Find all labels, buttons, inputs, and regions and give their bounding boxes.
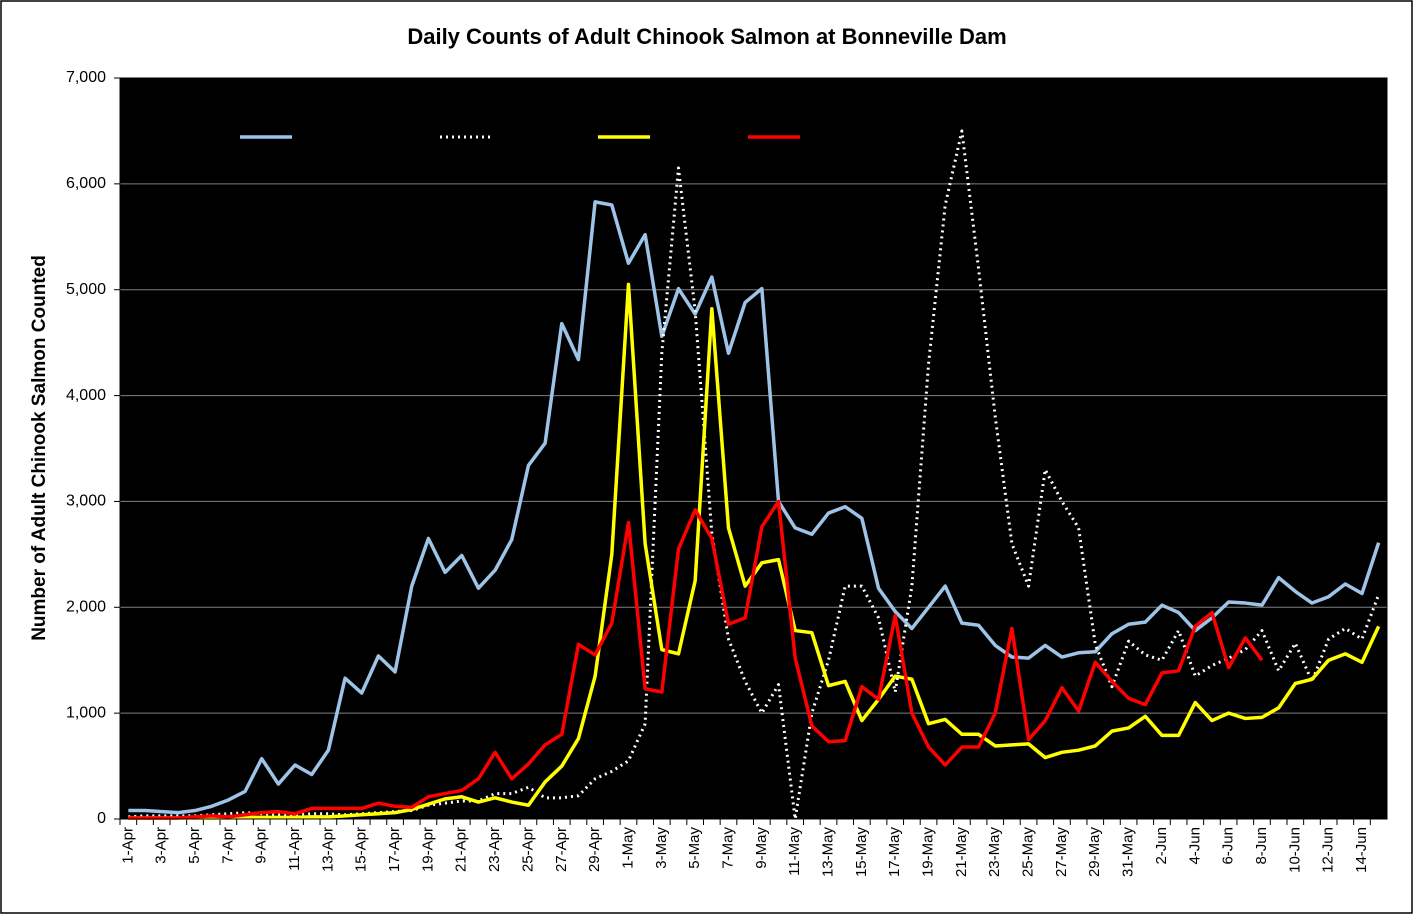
x-tick-label: 17-Apr (386, 827, 403, 872)
legend-label: 2017 (500, 126, 542, 147)
x-tick-label: 19-Apr (419, 827, 436, 872)
y-tick-label: 5,000 (66, 281, 106, 298)
x-tick-label: 12-Jun (1320, 827, 1337, 873)
x-tick-label: 29-May (1086, 827, 1103, 878)
x-tick-label: 27-May (1053, 827, 1070, 878)
y-axis-title: Number of Adult Chinook Salmon Counted (29, 255, 50, 641)
x-tick-label: 13-May (819, 827, 836, 878)
x-tick-label: 5-Apr (186, 827, 203, 864)
x-tick-label: 7-Apr (219, 827, 236, 864)
x-tick-label: 4-Jun (1186, 827, 1203, 865)
chart-title: Daily Counts of Adult Chinook Salmon at … (407, 24, 1006, 49)
x-tick-label: 6-Jun (1220, 827, 1237, 865)
x-tick-label: 5-May (686, 827, 703, 869)
x-tick-label: 1-Apr (119, 827, 136, 864)
x-tick-label: 27-Apr (553, 827, 570, 872)
x-tick-label: 11-May (786, 827, 803, 876)
x-tick-label: 11-Apr (286, 827, 303, 871)
x-tick-label: 3-Apr (153, 827, 170, 864)
x-tick-label: 10-Jun (1286, 827, 1303, 873)
x-tick-label: 9-May (753, 827, 770, 869)
x-tick-label: 17-May (886, 827, 903, 878)
x-tick-label: 23-May (986, 827, 1003, 878)
y-tick-label: 1,000 (66, 704, 106, 721)
x-tick-label: 14-Jun (1353, 827, 1370, 873)
x-tick-label: 2-Jun (1153, 827, 1170, 865)
x-tick-label: 23-Apr (486, 827, 503, 872)
x-tick-label: 21-May (953, 827, 970, 878)
x-tick-label: 25-Apr (519, 827, 536, 872)
series-line (128, 499, 1264, 820)
x-tick-label: 25-May (1020, 827, 1037, 878)
y-tick-label: 0 (97, 810, 106, 827)
x-tick-label: 19-May (920, 827, 937, 878)
x-tick-label: 8-Jun (1253, 827, 1270, 865)
x-tick-label: 29-Apr (586, 827, 603, 872)
plot-area (120, 78, 1387, 819)
x-tick-label: 7-May (719, 827, 736, 869)
x-tick-label: 15-May (853, 827, 870, 878)
y-tick-label: 7,000 (66, 69, 106, 86)
x-tick-label: 15-Apr (353, 827, 370, 872)
x-tick-label: 13-Apr (319, 827, 336, 872)
x-tick-label: 21-Apr (453, 827, 470, 872)
y-tick-label: 3,000 (66, 493, 106, 510)
x-tick-label: 3-May (653, 827, 670, 869)
x-tick-label: 9-Apr (253, 827, 270, 864)
x-tick-label: 31-May (1120, 827, 1137, 878)
y-tick-label: 6,000 (66, 175, 106, 192)
series-line (128, 200, 1381, 815)
x-tick-label: 1-May (619, 827, 636, 869)
plot-border (119, 77, 1388, 820)
legend-label: 2019 (658, 126, 700, 147)
y-tick-label: 4,000 (66, 387, 106, 404)
legend-label: 10-year avg (300, 126, 405, 147)
y-tick-label: 2,000 (66, 599, 106, 616)
legend-label: 2020 (808, 126, 850, 147)
